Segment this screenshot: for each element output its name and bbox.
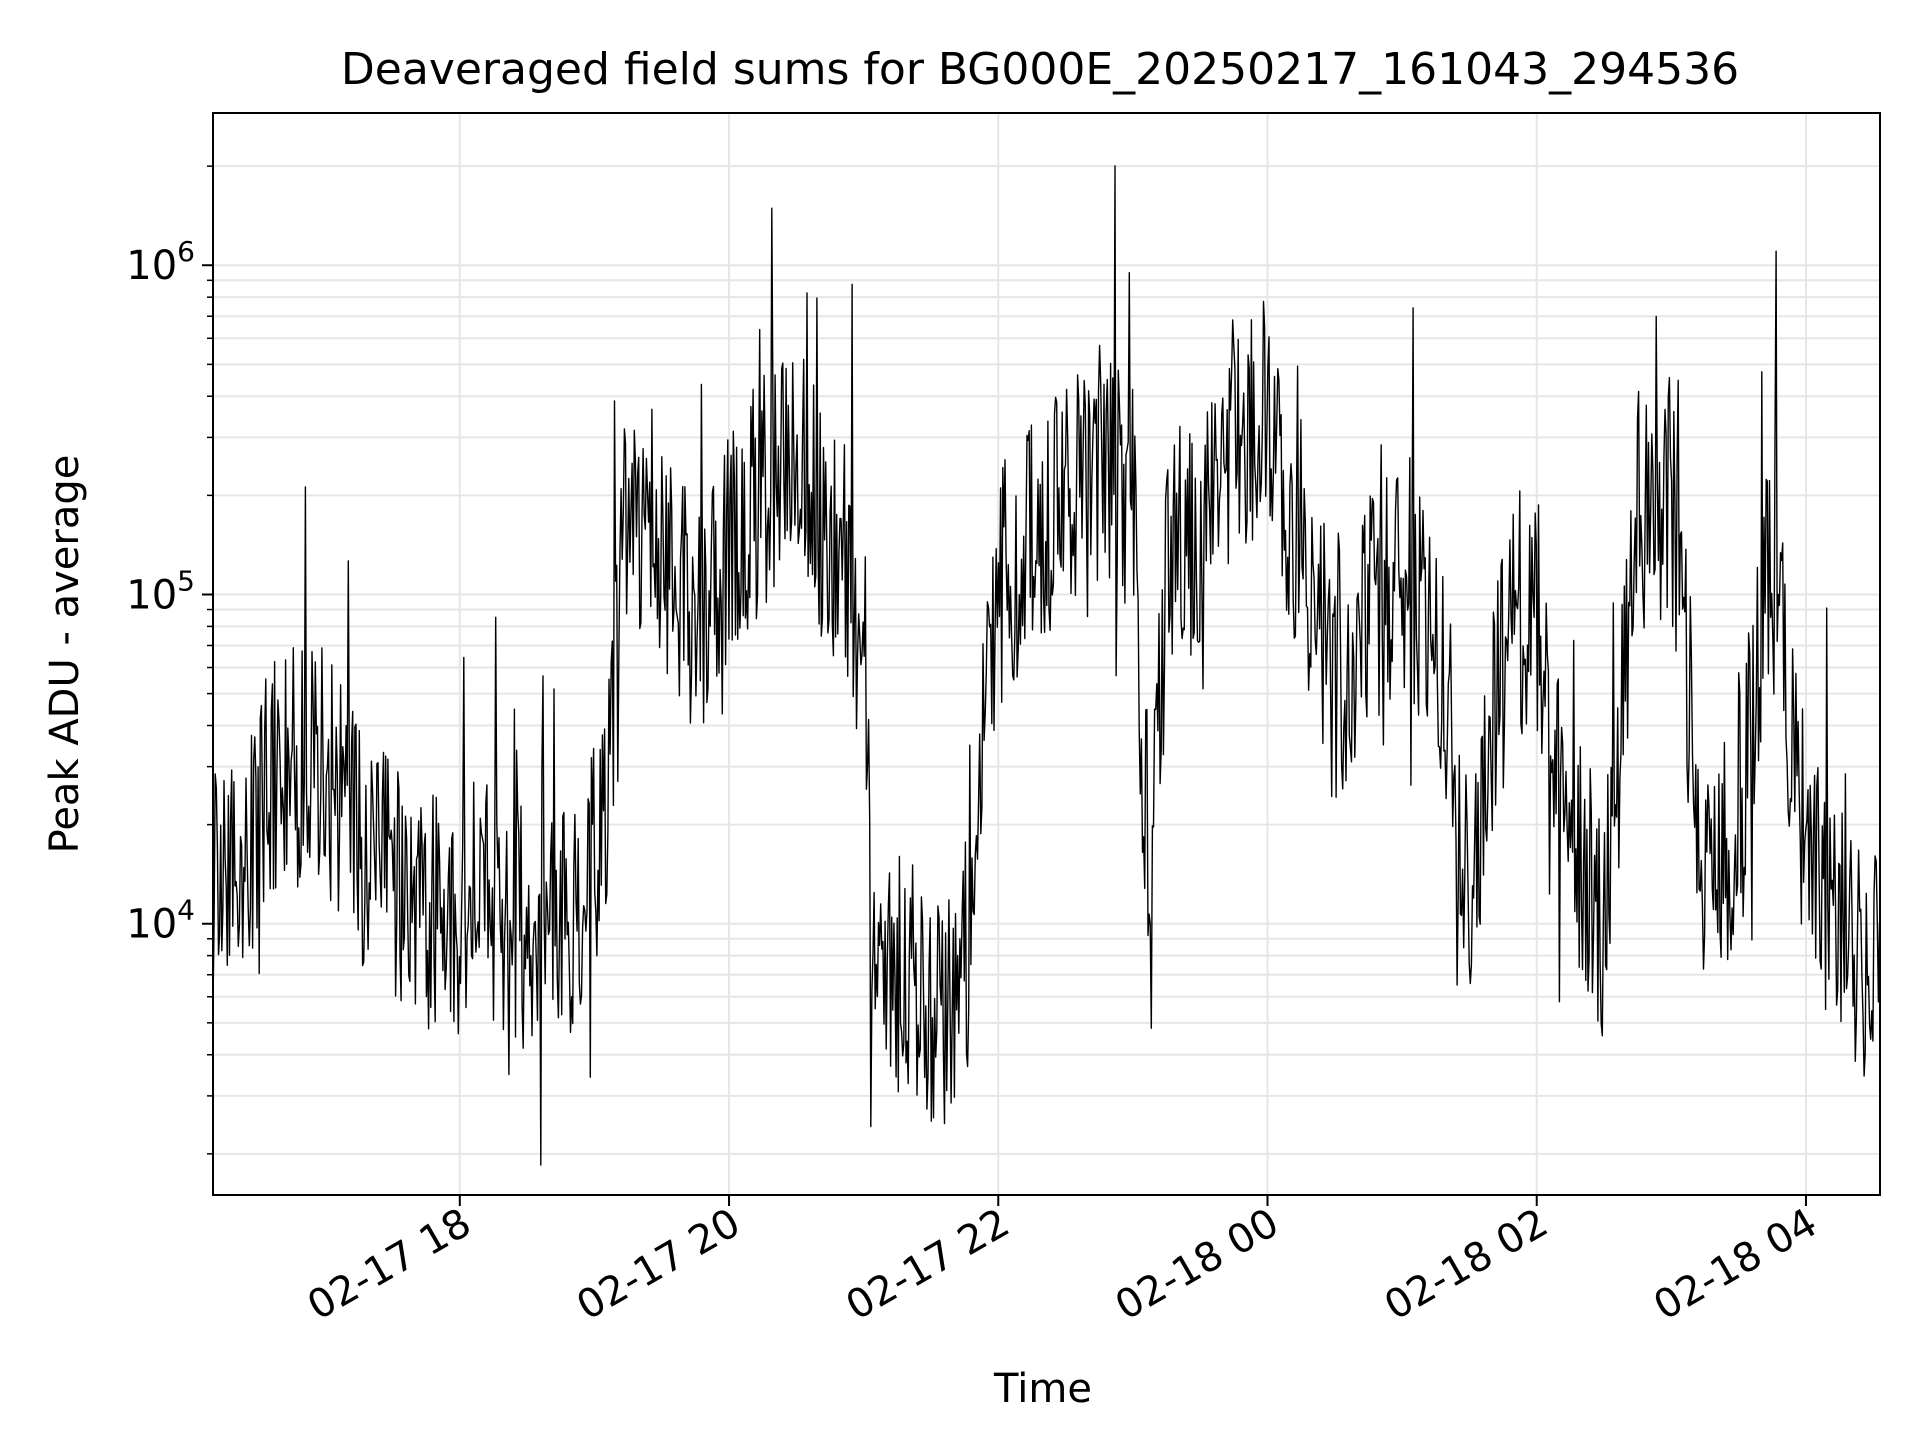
y-tick-label: 104 xyxy=(126,894,195,948)
y-tick-label: 105 xyxy=(126,564,195,618)
x-axis-label: Time xyxy=(993,1366,1092,1412)
plot-series-group xyxy=(213,165,1880,1166)
grid-lines xyxy=(213,113,1880,1195)
series-line xyxy=(213,165,1880,1166)
plot-frame xyxy=(212,112,1881,1196)
y-axis-label: Peak ADU - average xyxy=(42,455,88,854)
y-tick-label: 106 xyxy=(126,235,195,289)
chart-title: Deaveraged field sums for BG000E_2025021… xyxy=(341,44,1739,95)
